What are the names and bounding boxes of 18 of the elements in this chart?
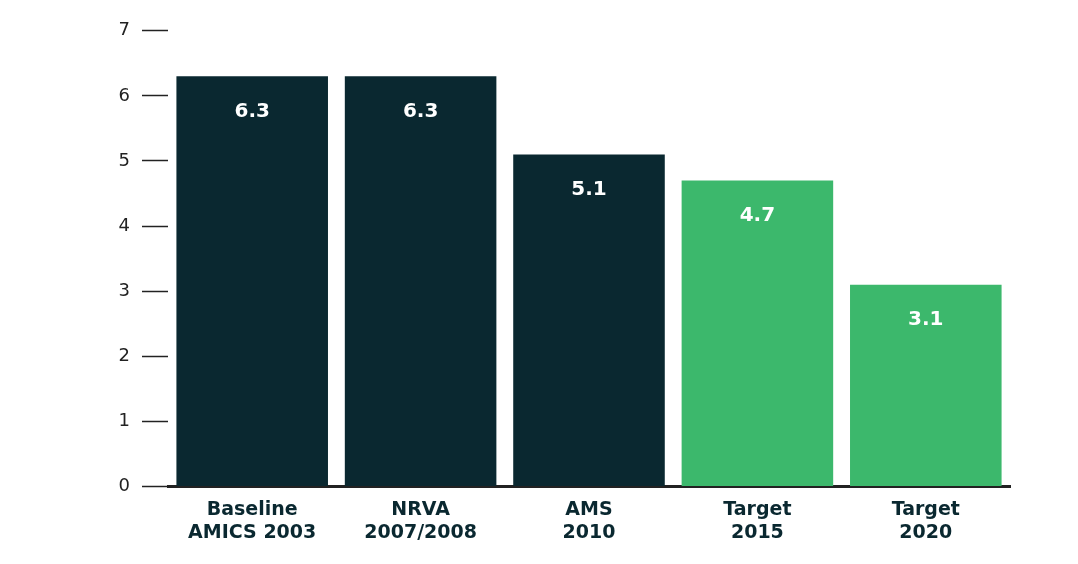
data-label: 6.3 xyxy=(234,97,270,122)
x-tick-label: Baseline AMICS 2003 xyxy=(188,496,317,542)
x-tick-label: Target 2020 xyxy=(891,496,960,542)
y-tick-label: 3 xyxy=(118,278,130,300)
data-label: 6.3 xyxy=(402,97,439,122)
y-tick-label: 1 xyxy=(118,408,130,430)
data-label: 5.1 xyxy=(571,175,607,200)
x-tick-label: Target 2015 xyxy=(723,496,792,542)
y-tick-label: 4 xyxy=(118,213,130,235)
y-tick-label: 5 xyxy=(118,148,130,170)
y-tick-label: 6 xyxy=(118,83,130,105)
y-tick-label: 0 xyxy=(118,474,130,496)
x-tick-label: NRVA 2007/2008 xyxy=(364,496,477,542)
y-tick-label: 2 xyxy=(118,343,130,365)
data-label: 4.7 xyxy=(739,201,776,226)
data-label: 3.1 xyxy=(908,305,944,330)
y-tick-label: 7 xyxy=(118,18,130,40)
x-tick-label: AMS 2010 xyxy=(562,496,616,542)
